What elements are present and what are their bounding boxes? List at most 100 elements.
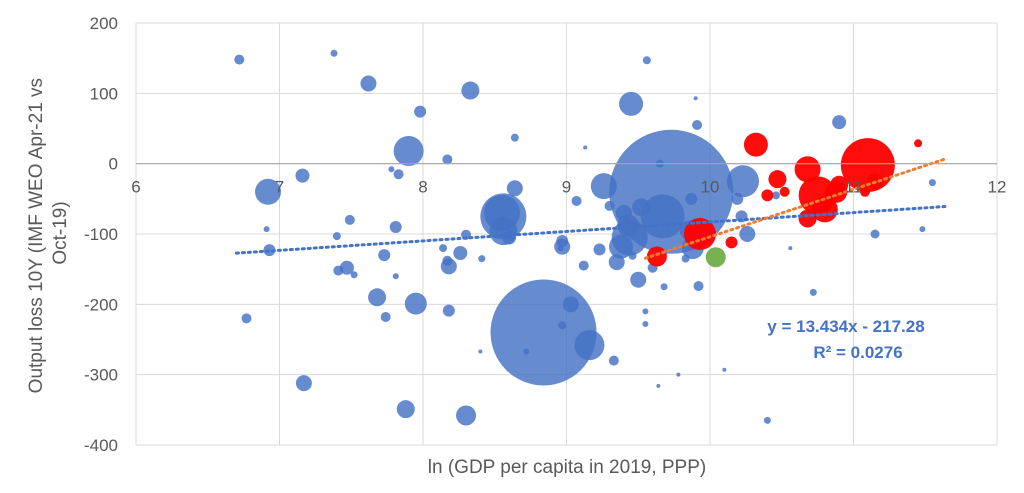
- blue-bubble: [506, 180, 523, 197]
- blue-bubble: [510, 133, 519, 142]
- x-axis-title: ln (GDP per capita in 2019, PPP): [428, 457, 706, 478]
- blue-bubble: [558, 321, 567, 330]
- blue-bubble: [739, 226, 756, 242]
- red-bubble: [859, 186, 870, 197]
- blue-bubble: [442, 304, 455, 317]
- blue-bubble: [722, 367, 727, 372]
- red-bubble: [725, 236, 738, 249]
- red-bubble: [794, 156, 821, 183]
- y-tick-label: -400: [84, 436, 118, 455]
- tick-labels: 6 7 8 9 10 11 12 200 100 0 -100 -200 -300 -400: [84, 14, 1006, 455]
- blue-bubble: [640, 194, 685, 239]
- blue-bubble: [660, 283, 668, 291]
- blue-bubble: [604, 200, 615, 211]
- x-tick-label: 7: [275, 178, 284, 197]
- blue-bubble: [255, 178, 282, 205]
- blue-bubble: [478, 255, 486, 263]
- blue-bubble: [378, 249, 391, 262]
- y-axis-title-line-1: Output loss 10Y (IMF WEO Apr-21 vs: [26, 78, 47, 393]
- blue-bubble: [333, 265, 344, 276]
- blue-bubble: [502, 230, 517, 245]
- blue-bubble: [788, 246, 793, 251]
- x-tick-label: 9: [562, 178, 571, 197]
- blue-bubble: [295, 168, 310, 183]
- blue-bubble: [478, 349, 483, 354]
- blue-bubble: [389, 220, 402, 233]
- y-tick-label: 200: [90, 14, 118, 33]
- blue-bubble: [557, 245, 564, 252]
- blue-bubble: [608, 355, 619, 366]
- blue-bubble: [642, 56, 651, 65]
- blue-bubble: [350, 271, 358, 279]
- blue-bubble: [360, 75, 377, 92]
- y-tick-label: -100: [84, 225, 118, 244]
- y-tick-label: -200: [84, 295, 118, 314]
- blue-bubble: [676, 372, 681, 377]
- blue-bubble: [832, 115, 847, 130]
- red-bubble: [743, 132, 768, 157]
- blue-bubble: [453, 245, 468, 260]
- blue-bubble: [870, 229, 880, 239]
- blue-bubble: [583, 145, 588, 150]
- x-tick-label: 11: [845, 178, 863, 197]
- blue-bubble: [393, 169, 404, 180]
- blue-bubble: [693, 96, 698, 101]
- trendline-equation: y = 13.434x - 217.28: [767, 317, 924, 336]
- trendline-r-squared: R² = 0.0276: [813, 343, 902, 362]
- red-bubble: [830, 175, 849, 194]
- red-bubble: [798, 209, 817, 228]
- trendlines: [234, 156, 949, 260]
- blue-bubble: [344, 214, 355, 225]
- blue-bubble: [442, 154, 453, 165]
- blue-bubble: [556, 235, 569, 248]
- red-bubble: [768, 170, 787, 189]
- blue-bubble: [727, 165, 760, 198]
- blue-bubble: [234, 54, 245, 65]
- blue-bubble: [241, 313, 252, 324]
- blue-bubble: [439, 244, 448, 253]
- blue-bubble: [609, 234, 634, 259]
- blue-bubble: [642, 308, 649, 315]
- y-tick-label: 100: [90, 84, 118, 103]
- x-tick-label: 8: [418, 178, 427, 197]
- blue-bubble: [392, 273, 399, 280]
- blue-bubble: [578, 260, 589, 271]
- blue-bubble: [339, 260, 354, 275]
- blue-bubble: [642, 321, 649, 328]
- blue-bubble: [928, 179, 936, 187]
- blue-bubble: [490, 279, 597, 386]
- blue-bubble: [681, 254, 690, 263]
- red-bubble: [761, 189, 774, 202]
- blue-bubble: [414, 105, 427, 118]
- blue-bubble: [461, 81, 480, 100]
- blue-bubble: [809, 288, 817, 296]
- blue-bubble: [396, 400, 415, 419]
- blue-bubble: [380, 311, 391, 322]
- blue-bubble: [619, 91, 644, 116]
- y-tick-label: -300: [84, 366, 118, 385]
- blue-bubble: [632, 198, 651, 217]
- blue-bubble: [919, 226, 926, 233]
- x-tick-label: 10: [701, 178, 720, 197]
- blue-bubble: [263, 226, 270, 233]
- blue-bubble: [442, 255, 453, 266]
- blue-bubble: [404, 292, 427, 315]
- red-bubble: [779, 186, 790, 197]
- blue-bubble: [523, 348, 530, 355]
- blue-bubble: [608, 254, 625, 271]
- orange-trendline: [643, 156, 949, 260]
- blue-bubble: [574, 330, 605, 361]
- blue-bubble: [295, 375, 312, 392]
- blue-trendline: [234, 204, 949, 255]
- y-axis-title-line-2: Oct-19): [50, 201, 71, 264]
- blue-bubble: [571, 195, 582, 206]
- blue-bubble: [656, 383, 661, 388]
- blue-bubble: [562, 296, 579, 313]
- blue-bubble: [368, 288, 387, 307]
- green-bubble: [705, 247, 726, 268]
- blue-bubble: [330, 49, 338, 57]
- blue-bubble: [332, 232, 341, 241]
- blue-bubble: [763, 416, 771, 424]
- red-bubble: [914, 139, 923, 148]
